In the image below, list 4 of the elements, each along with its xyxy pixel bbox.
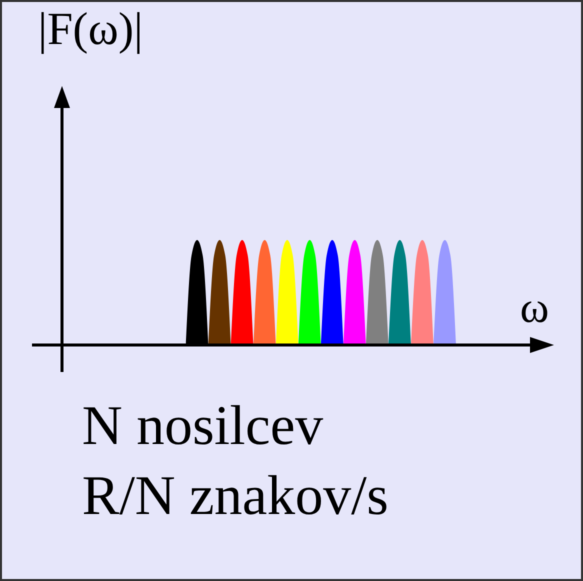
- text: R/N znakov/s: [82, 465, 388, 527]
- text: N nosilcev: [82, 395, 324, 457]
- y-axis-title: |F(ω)|: [38, 3, 143, 54]
- x-axis-title: ω: [520, 283, 549, 332]
